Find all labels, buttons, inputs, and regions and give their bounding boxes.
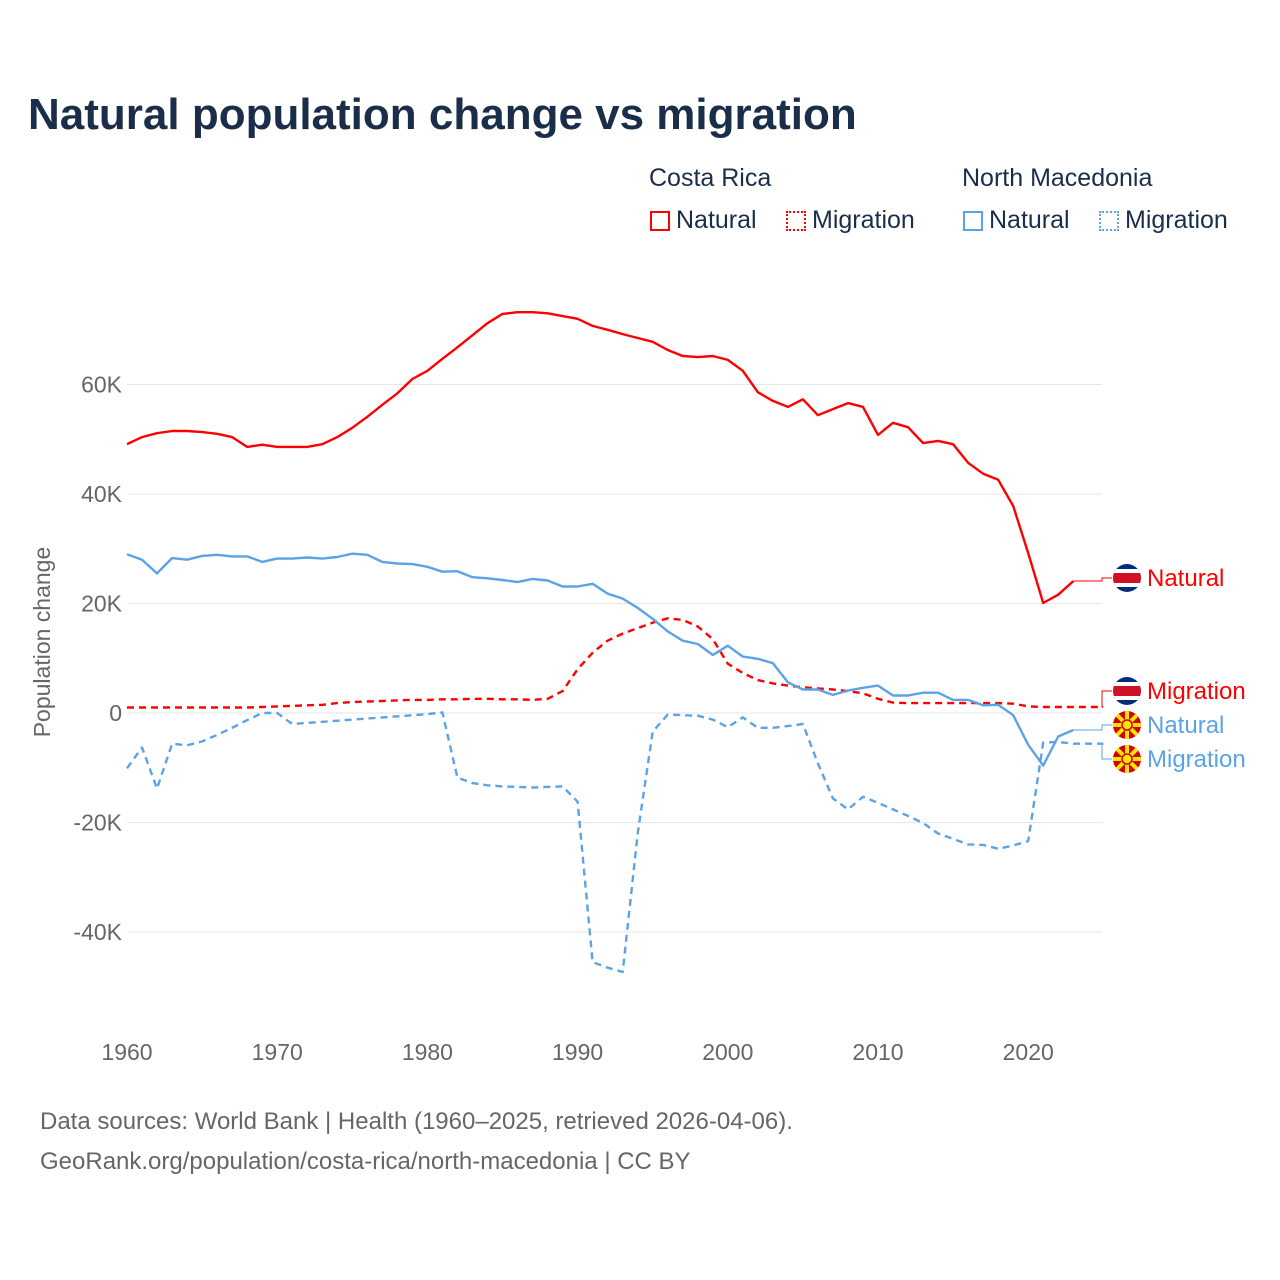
x-tick-label: 1970	[252, 1039, 303, 1065]
legend-swatch-solid	[650, 210, 670, 231]
series-end-label: Natural	[1147, 565, 1224, 592]
x-tick-label: 1980	[402, 1039, 453, 1065]
x-tick-label: 2010	[852, 1039, 903, 1065]
y-tick-label: 40K	[81, 481, 123, 507]
footer-source: Data sources: World Bank | Health (1960–…	[40, 1108, 793, 1135]
label-connector	[1101, 690, 1112, 708]
legend-label: Migration	[812, 206, 915, 234]
costa-rica-flag-icon	[1113, 564, 1141, 592]
costa-rica-flag-icon	[1113, 677, 1141, 705]
y-tick-label: 0	[109, 700, 122, 726]
y-tick-label: -40K	[73, 919, 122, 945]
x-tick-label: 2020	[1003, 1039, 1054, 1065]
y-tick-label: 20K	[81, 591, 123, 617]
legend-swatch-solid	[963, 210, 983, 231]
series-line-costa-rica-natural[interactable]	[126, 311, 1075, 605]
legend-label: Migration	[1125, 206, 1228, 234]
legend-group-costa-rica: Costa Rica	[649, 164, 772, 192]
x-tick-label: 1960	[101, 1039, 152, 1065]
legend-item-nm-migration[interactable]: Migration	[1099, 206, 1228, 235]
legend-label: Natural	[989, 206, 1070, 234]
footer-link[interactable]: GeoRank.org/population/costa-rica/north-…	[40, 1148, 691, 1175]
legend-swatch-dotted	[1099, 210, 1119, 231]
label-connector	[1073, 724, 1112, 731]
x-tick-label: 1990	[552, 1039, 603, 1065]
series-end-label: Natural	[1147, 712, 1224, 739]
legend-item-cr-natural[interactable]: Natural	[650, 206, 757, 235]
series-line-costa-rica-migration[interactable]	[127, 617, 1104, 709]
north-macedonia-flag-icon	[1113, 711, 1141, 739]
label-connector	[1073, 577, 1112, 582]
label-connector	[1101, 743, 1112, 760]
series-line-north-macedonia-natural[interactable]	[126, 552, 1074, 767]
series-line-north-macedonia-migration[interactable]	[126, 711, 1104, 974]
legend-item-cr-migration[interactable]: Migration	[786, 206, 915, 235]
y-axis-label: Population change	[29, 547, 55, 738]
north-macedonia-flag-icon	[1113, 745, 1141, 773]
series-end-label: Migration	[1147, 746, 1246, 773]
legend-label: Natural	[676, 206, 757, 234]
legend-group-north-macedonia: North Macedonia	[962, 164, 1153, 192]
chart-title: Natural population change vs migration	[28, 90, 857, 139]
x-tick-label: 2000	[702, 1039, 753, 1065]
legend-swatch-dotted	[786, 210, 806, 231]
y-tick-label: 60K	[81, 372, 123, 398]
y-tick-label: -20K	[73, 810, 122, 836]
series-end-label: Migration	[1147, 678, 1246, 705]
legend-item-nm-natural[interactable]: Natural	[963, 206, 1070, 235]
